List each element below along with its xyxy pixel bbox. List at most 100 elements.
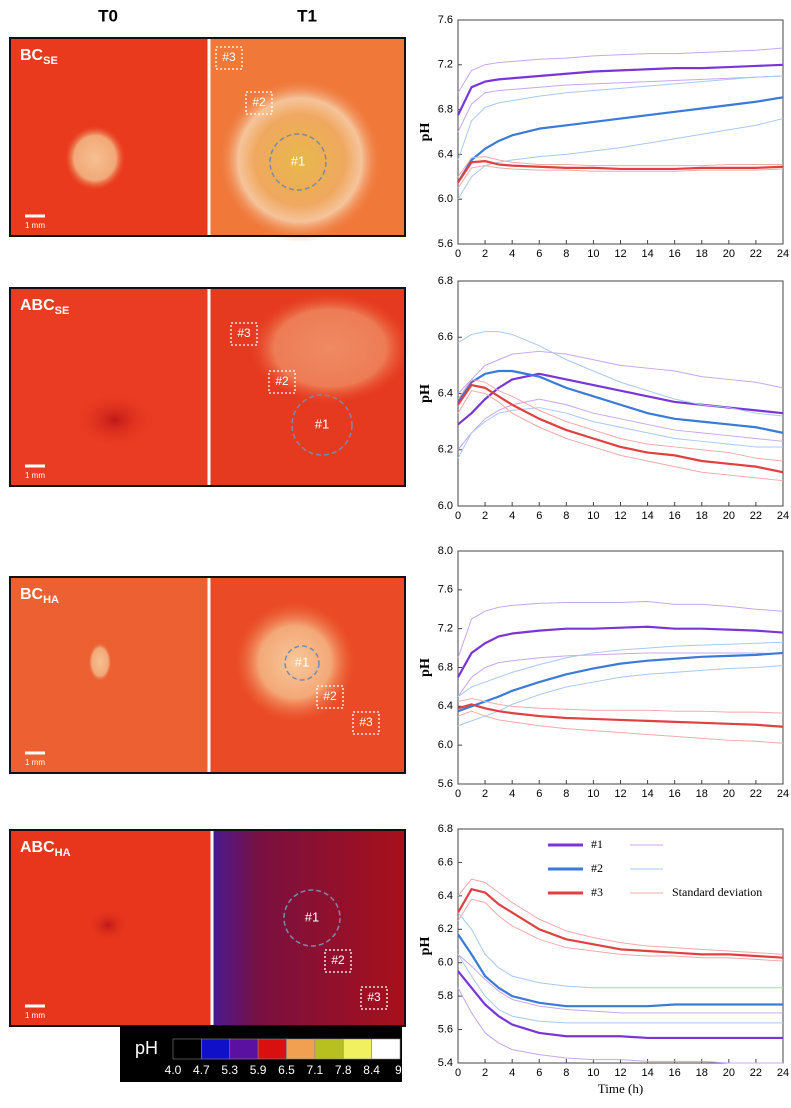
x-tick-label: 8 (563, 788, 569, 800)
scale-label: 1 mm (25, 221, 45, 230)
sd-line (457, 652, 784, 697)
x-tick-label: 4 (509, 510, 515, 522)
x-tick-label: 14 (641, 788, 653, 800)
y-tick-label: 6.2 (438, 923, 453, 935)
sd-line (457, 665, 784, 727)
y-axis-label: pH (418, 384, 433, 403)
sd-line (457, 710, 784, 744)
region-box (268, 370, 296, 394)
region-circle (269, 133, 327, 191)
colorbar-swatch (201, 1038, 231, 1060)
sd-line (457, 165, 784, 189)
region-box (215, 46, 243, 70)
spot (88, 642, 112, 682)
scale-label: 1 mm (25, 758, 45, 767)
x-tick-label: 12 (614, 510, 626, 522)
x-tick-label: 16 (669, 510, 681, 522)
sd-line (457, 350, 784, 394)
y-tick-label: 7.2 (438, 623, 453, 635)
x-tick-label: 0 (455, 788, 461, 800)
colorbar-swatch (342, 1038, 372, 1060)
series-line (457, 160, 784, 184)
x-tick-label: 14 (641, 510, 653, 522)
panel-label-main: ABC (20, 297, 55, 314)
region-label: #2 (331, 953, 345, 967)
y-tick-label: 6.4 (438, 890, 453, 902)
region-label: #3 (367, 990, 381, 1004)
spot (86, 907, 130, 943)
panel-label: BCHA (20, 586, 59, 606)
y-tick-label: 6.0 (438, 957, 453, 969)
x-tick-label: 16 (669, 248, 681, 260)
series-line (457, 96, 784, 183)
scale-label: 1 mm (25, 471, 45, 480)
panel-label: ABCHA (20, 839, 71, 859)
image-panel: ABCHA #1 #2 #3 1 mm (9, 829, 406, 1027)
plot-frame (457, 280, 784, 507)
x-tick-label: 6 (536, 248, 542, 260)
frame (9, 287, 406, 487)
x-tick-label: 12 (614, 788, 626, 800)
y-tick-label: 6.0 (438, 739, 453, 751)
y-tick-label: 6.8 (438, 823, 453, 835)
image-t1 (213, 830, 405, 1026)
image-panel: ABCSE #1 #2 #3 1 mm (9, 287, 410, 487)
y-tick-label: 6.8 (438, 275, 453, 287)
y-tick-label: 8.0 (438, 545, 453, 557)
y-tick-label: 6.4 (438, 700, 453, 712)
x-tick-label: 6 (536, 788, 542, 800)
colorbar-swatch (257, 1038, 287, 1060)
sd-line (457, 398, 784, 451)
y-tick-label: 6.2 (438, 444, 453, 456)
x-tick-label: 8 (563, 248, 569, 260)
x-tick-label: 18 (696, 788, 708, 800)
x-tick-label: 20 (723, 1067, 735, 1079)
y-tick-label: 7.2 (438, 59, 453, 71)
y-tick-label: 5.6 (438, 778, 453, 790)
colorbar-swatch (172, 1038, 202, 1060)
panel-label-main: ABC (20, 839, 55, 856)
plot-frame (457, 550, 784, 785)
y-tick-label: 6.4 (438, 148, 453, 160)
sd-line (457, 987, 783, 1064)
region-box (360, 986, 388, 1010)
x-tick-label: 4 (509, 788, 515, 800)
region-label: #1 (315, 416, 329, 431)
y-tick-label: 6.0 (438, 500, 453, 512)
x-tick-label: 0 (455, 248, 461, 260)
sd-line (457, 156, 783, 178)
series-line (457, 383, 784, 474)
region-circle (284, 645, 320, 681)
y-tick-label: 7.6 (438, 14, 453, 26)
series-line (457, 372, 784, 426)
x-tick-label: 18 (696, 248, 708, 260)
sd-line (457, 407, 783, 459)
image-t0 (10, 288, 208, 486)
x-tick-label: 8 (563, 510, 569, 522)
region-label: #2 (252, 95, 266, 109)
panel-label-main: BC (20, 586, 44, 603)
y-axis-label: pH (418, 658, 433, 677)
spot (75, 392, 155, 448)
legend-label: #3 (591, 885, 603, 899)
region-label: #3 (222, 50, 236, 64)
series-line (457, 651, 784, 713)
sd-line (457, 698, 784, 714)
x-tick-label: 12 (614, 1067, 626, 1079)
colorbar-swatch (314, 1038, 344, 1060)
sd-line (457, 954, 783, 1024)
x-tick-label: 6 (536, 510, 542, 522)
panel-label: BCSE (20, 47, 58, 67)
x-tick-label: 10 (587, 510, 599, 522)
legend-label: #1 (591, 837, 603, 851)
x-tick-label: 24 (777, 1067, 789, 1079)
y-tick-label: 5.4 (438, 1057, 453, 1069)
region-label: #2 (275, 374, 289, 388)
sd-line (457, 75, 784, 133)
x-axis-label: Time (h) (598, 1081, 643, 1096)
y-axis-label: pH (418, 123, 433, 142)
panel-label: ABCSE (20, 297, 69, 317)
y-tick-label: 6.8 (438, 661, 453, 673)
sd-line (457, 641, 784, 698)
